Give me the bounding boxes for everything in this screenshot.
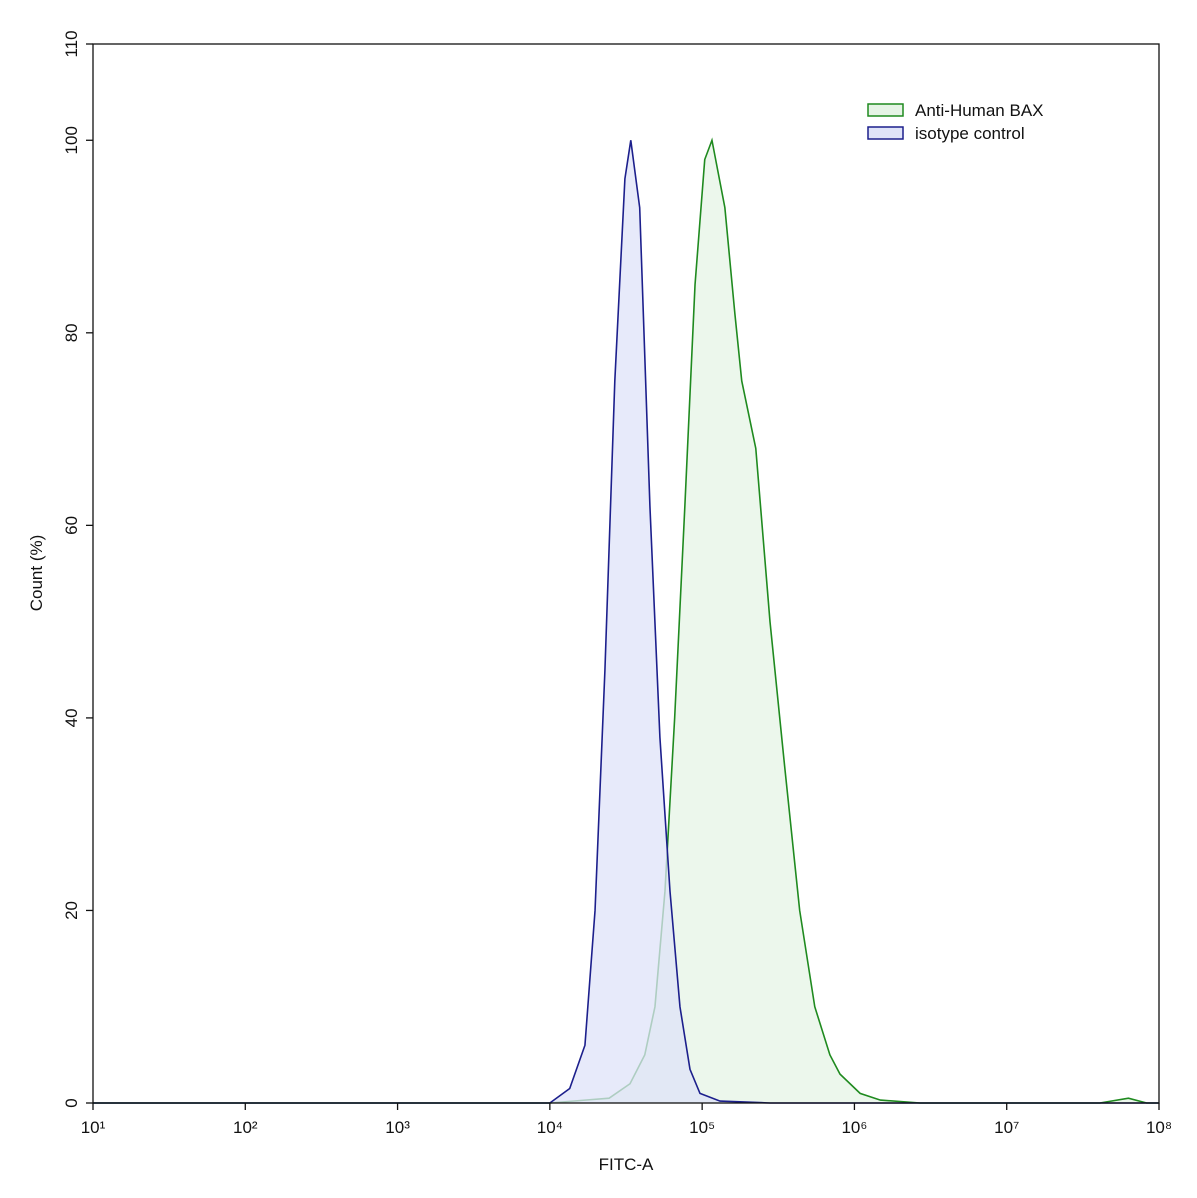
x-tick-label: 10¹ — [81, 1118, 106, 1137]
legend-swatch — [867, 126, 904, 140]
x-tick-label: 10⁸ — [1146, 1118, 1172, 1137]
area — [93, 140, 1159, 1103]
y-tick-label: 40 — [62, 708, 81, 727]
x-tick-label: 10⁴ — [537, 1118, 563, 1137]
plot-frame — [92, 43, 1160, 1104]
x-tick-label: 10⁶ — [841, 1118, 867, 1137]
y-tick-label: 110 — [62, 30, 81, 57]
y-tick-label: 0 — [62, 1098, 81, 1107]
y-tick-label: 60 — [62, 516, 81, 535]
x-axis-label: FITC-A — [599, 1155, 654, 1174]
y-axis-label: Count (%) — [27, 535, 46, 612]
x-tick-label: 10⁷ — [994, 1118, 1019, 1137]
x-tick-label: 10⁵ — [689, 1118, 715, 1137]
line — [93, 140, 1159, 1104]
x-tick-label: 10² — [233, 1118, 258, 1137]
legend-label: isotype control — [915, 124, 1025, 143]
y-tick-label: 80 — [62, 323, 81, 342]
y-tick-label: 20 — [62, 901, 81, 920]
y-tick-label: 100 — [62, 126, 81, 154]
x-tick-label: 10³ — [385, 1118, 410, 1137]
legend-label: Anti-Human BAX — [915, 101, 1044, 120]
legend-swatch — [867, 103, 904, 117]
